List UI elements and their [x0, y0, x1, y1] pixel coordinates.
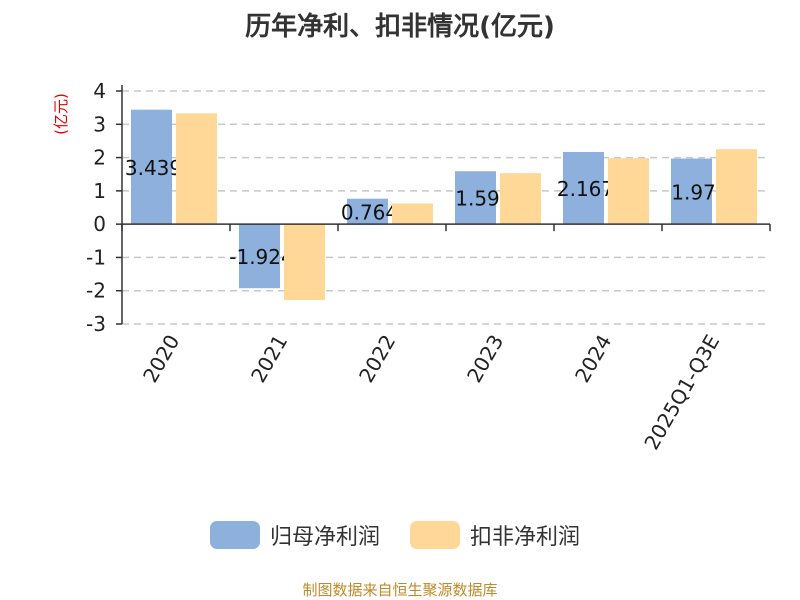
y-axis-unit-label: (亿元): [52, 93, 70, 135]
chart-title: 历年净利、扣非情况(亿元): [245, 12, 555, 42]
bar-deducted-profit: [716, 149, 757, 225]
legend-swatch: [410, 521, 460, 549]
bar-net-profit: [239, 224, 280, 289]
data-label: -1.924: [229, 245, 293, 269]
y-tick-label: 3: [93, 112, 106, 136]
x-tick-label: 2023: [462, 331, 508, 387]
x-tick-label: 2020: [138, 331, 184, 387]
data-label: 0.764: [341, 200, 398, 224]
y-tick-label: -3: [86, 312, 106, 336]
legend-label: 归母净利润: [270, 525, 380, 550]
data-label: 2.167: [557, 177, 614, 201]
y-tick-label: 4: [93, 79, 106, 103]
y-tick-label: 2: [93, 146, 106, 170]
x-tick-label: 2025Q1-Q3E: [639, 331, 724, 454]
data-label: 1.59: [455, 187, 500, 211]
x-tick-label: 2022: [354, 331, 400, 387]
bar-net-profit: [671, 158, 712, 225]
y-tick-label: 0: [93, 212, 106, 236]
source-note: 制图数据来自恒生聚源数据库: [302, 581, 498, 599]
bar-deducted-profit: [176, 113, 217, 225]
bar-net-profit: [347, 198, 388, 225]
bar-net-profit: [455, 171, 496, 225]
bar-deducted-profit: [608, 158, 649, 225]
data-label: 3.439: [125, 156, 182, 180]
legend-label: 扣非净利润: [470, 525, 580, 550]
y-tick-label: 1: [93, 179, 106, 203]
y-tick-label: -1: [86, 245, 106, 269]
y-tick-label: -2: [86, 279, 106, 303]
bar-net-profit: [563, 152, 604, 225]
bar-deducted-profit: [284, 224, 325, 301]
x-tick-label: 2024: [570, 331, 616, 387]
bar-deducted-profit: [392, 203, 433, 225]
bar-net-profit: [131, 109, 172, 225]
bar-deducted-profit: [500, 173, 541, 225]
x-tick-label: 2021: [246, 331, 292, 387]
data-label: 1.97: [671, 180, 716, 204]
legend-swatch: [210, 521, 260, 549]
